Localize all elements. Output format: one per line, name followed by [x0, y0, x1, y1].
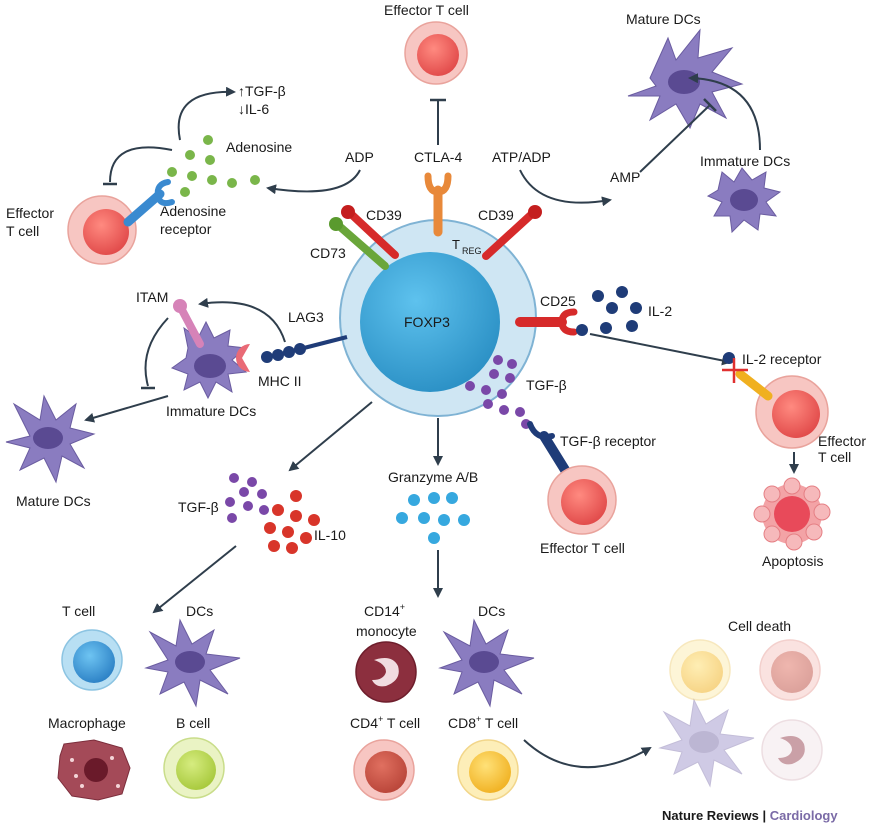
cell-death-label: Cell death	[728, 618, 791, 634]
tgf-beta-receptor-label: TGF-β receptor	[560, 433, 656, 449]
treg-label: T	[452, 237, 460, 252]
cd8-t-cell-label: CD8+ T cell	[448, 714, 518, 731]
t-cell-label: T cell	[62, 603, 95, 619]
adenosine-label: Adenosine	[226, 139, 292, 155]
dead-yellow-cell	[669, 639, 731, 701]
immature-dcs-right-label: Immature DCs	[700, 153, 790, 169]
cd4-t-cell	[353, 739, 415, 801]
dead-dc	[658, 698, 755, 788]
treg-cell: FOXP3 T REG	[339, 219, 537, 417]
immature-to-mature-arrow	[688, 73, 761, 151]
amp-label: AMP	[610, 169, 640, 185]
effector-t-left-label-2: T cell	[6, 223, 39, 239]
b-cell	[163, 737, 225, 799]
cytokines-to-targets-arrow	[152, 545, 237, 614]
effector-t-bottom-label: Effector T cell	[540, 540, 625, 556]
immature-dc-right	[706, 167, 782, 234]
adenosine-to-cytokine-arrow	[177, 86, 236, 141]
effector-t-cell-right	[722, 352, 829, 449]
macrophage	[57, 739, 131, 801]
effector-t-cell-bottom	[547, 465, 617, 535]
targets-to-cell-death-arrow	[523, 739, 652, 769]
ctla4-label: CTLA-4	[414, 149, 462, 165]
cd4-t-cell-label: CD4+ T cell	[350, 714, 420, 731]
tgf-up-label: ↑TGF-β	[238, 83, 286, 99]
cd8-t-cell	[457, 739, 519, 801]
mhc2-label: MHC II	[258, 373, 302, 389]
mature-dc-left	[5, 394, 96, 484]
cd25-label: CD25	[540, 293, 576, 309]
treg-to-cytokines-arrow	[288, 401, 373, 472]
ctla4-receptor	[424, 172, 452, 237]
cd39-left-label: CD39	[366, 207, 402, 223]
dcs-mid-label: DCs	[478, 603, 505, 619]
effector-t-right-label-1: Effector	[818, 433, 866, 449]
il10-label: IL-10	[314, 527, 346, 543]
dcs-left-label: DCs	[186, 603, 213, 619]
cd25-receptor	[515, 308, 578, 336]
immature-dcs-left-label: Immature DCs	[166, 403, 256, 419]
footer-credit: Nature Reviews | Cardiology	[662, 808, 838, 823]
adenosine-inhibit-line	[109, 146, 173, 183]
immature-to-mature-left-arrow	[84, 395, 169, 423]
cd73-receptor	[329, 217, 389, 270]
il2-label: IL-2	[648, 303, 672, 319]
il2-consumption-arrow	[589, 333, 732, 366]
il2-receptor-label: IL-2 receptor	[742, 351, 822, 367]
cd14-monocyte-label-2: monocyte	[356, 623, 417, 639]
mature-dc-top-right	[627, 28, 744, 130]
cd73-label: CD73	[310, 245, 346, 261]
itam-inhibit-line	[144, 317, 169, 387]
cd39-right-label: CD39	[478, 207, 514, 223]
granzyme-molecules	[396, 492, 470, 544]
immature-dc-left	[170, 320, 248, 400]
lag3-to-itam-arrow	[198, 297, 286, 343]
treg-subscript: REG	[462, 246, 482, 256]
apoptosis-label: Apoptosis	[762, 553, 823, 569]
effector-t-left-label-1: Effector	[6, 205, 54, 221]
b-cell-label: B cell	[176, 715, 210, 731]
dead-monocyte	[761, 719, 823, 781]
granzyme-label: Granzyme A/B	[388, 469, 478, 485]
tgf-beta-left-molecules	[225, 473, 269, 523]
adenosine-receptor-label-2: receptor	[160, 221, 212, 237]
adenosine-receptor-label-1: Adenosine	[160, 203, 226, 219]
cd39-left-receptor	[341, 205, 399, 259]
atp-to-amp-arrow	[519, 169, 612, 207]
mature-dcs-top-label: Mature DCs	[626, 11, 701, 27]
effector-t-top-label: Effector T cell	[384, 2, 469, 18]
il6-down-label: ↓IL-6	[238, 101, 269, 117]
lag3-receptor	[261, 335, 348, 363]
mature-dcs-left-label: Mature DCs	[16, 493, 91, 509]
adenosine-molecules	[167, 135, 260, 197]
itam-molecule	[173, 299, 204, 348]
foxp3-label: FOXP3	[404, 314, 450, 330]
lag3-label: LAG3	[288, 309, 324, 325]
effector-t-cell-top	[404, 21, 468, 85]
tgf-beta-left-label: TGF-β	[178, 499, 219, 515]
macrophage-label: Macrophage	[48, 715, 126, 731]
dc-bottom-left	[144, 618, 241, 708]
adenosine-receptor	[123, 179, 175, 227]
itam-label: ITAM	[136, 289, 168, 305]
effector-t-right-label-2: T cell	[818, 449, 851, 465]
cd39-right-receptor	[482, 205, 542, 260]
t-cell	[61, 629, 123, 691]
cd14-monocyte	[355, 641, 417, 703]
adp-label: ADP	[345, 149, 374, 165]
dead-brick-cell	[759, 639, 821, 701]
amp-inhibit-line	[639, 104, 711, 173]
il10-molecules	[264, 490, 320, 554]
apoptotic-cell	[753, 477, 831, 551]
tgf-beta-center-label: TGF-β	[526, 377, 567, 393]
effector-t-cell-left	[67, 195, 137, 265]
mhc2-molecule	[236, 344, 250, 372]
cd14-monocyte-label-1: CD14+	[364, 602, 405, 619]
adp-to-adenosine-arrow	[266, 169, 361, 195]
il2-molecules	[576, 286, 642, 336]
dc-bottom-mid	[438, 618, 535, 708]
atp-adp-label: ATP/ADP	[492, 149, 551, 165]
